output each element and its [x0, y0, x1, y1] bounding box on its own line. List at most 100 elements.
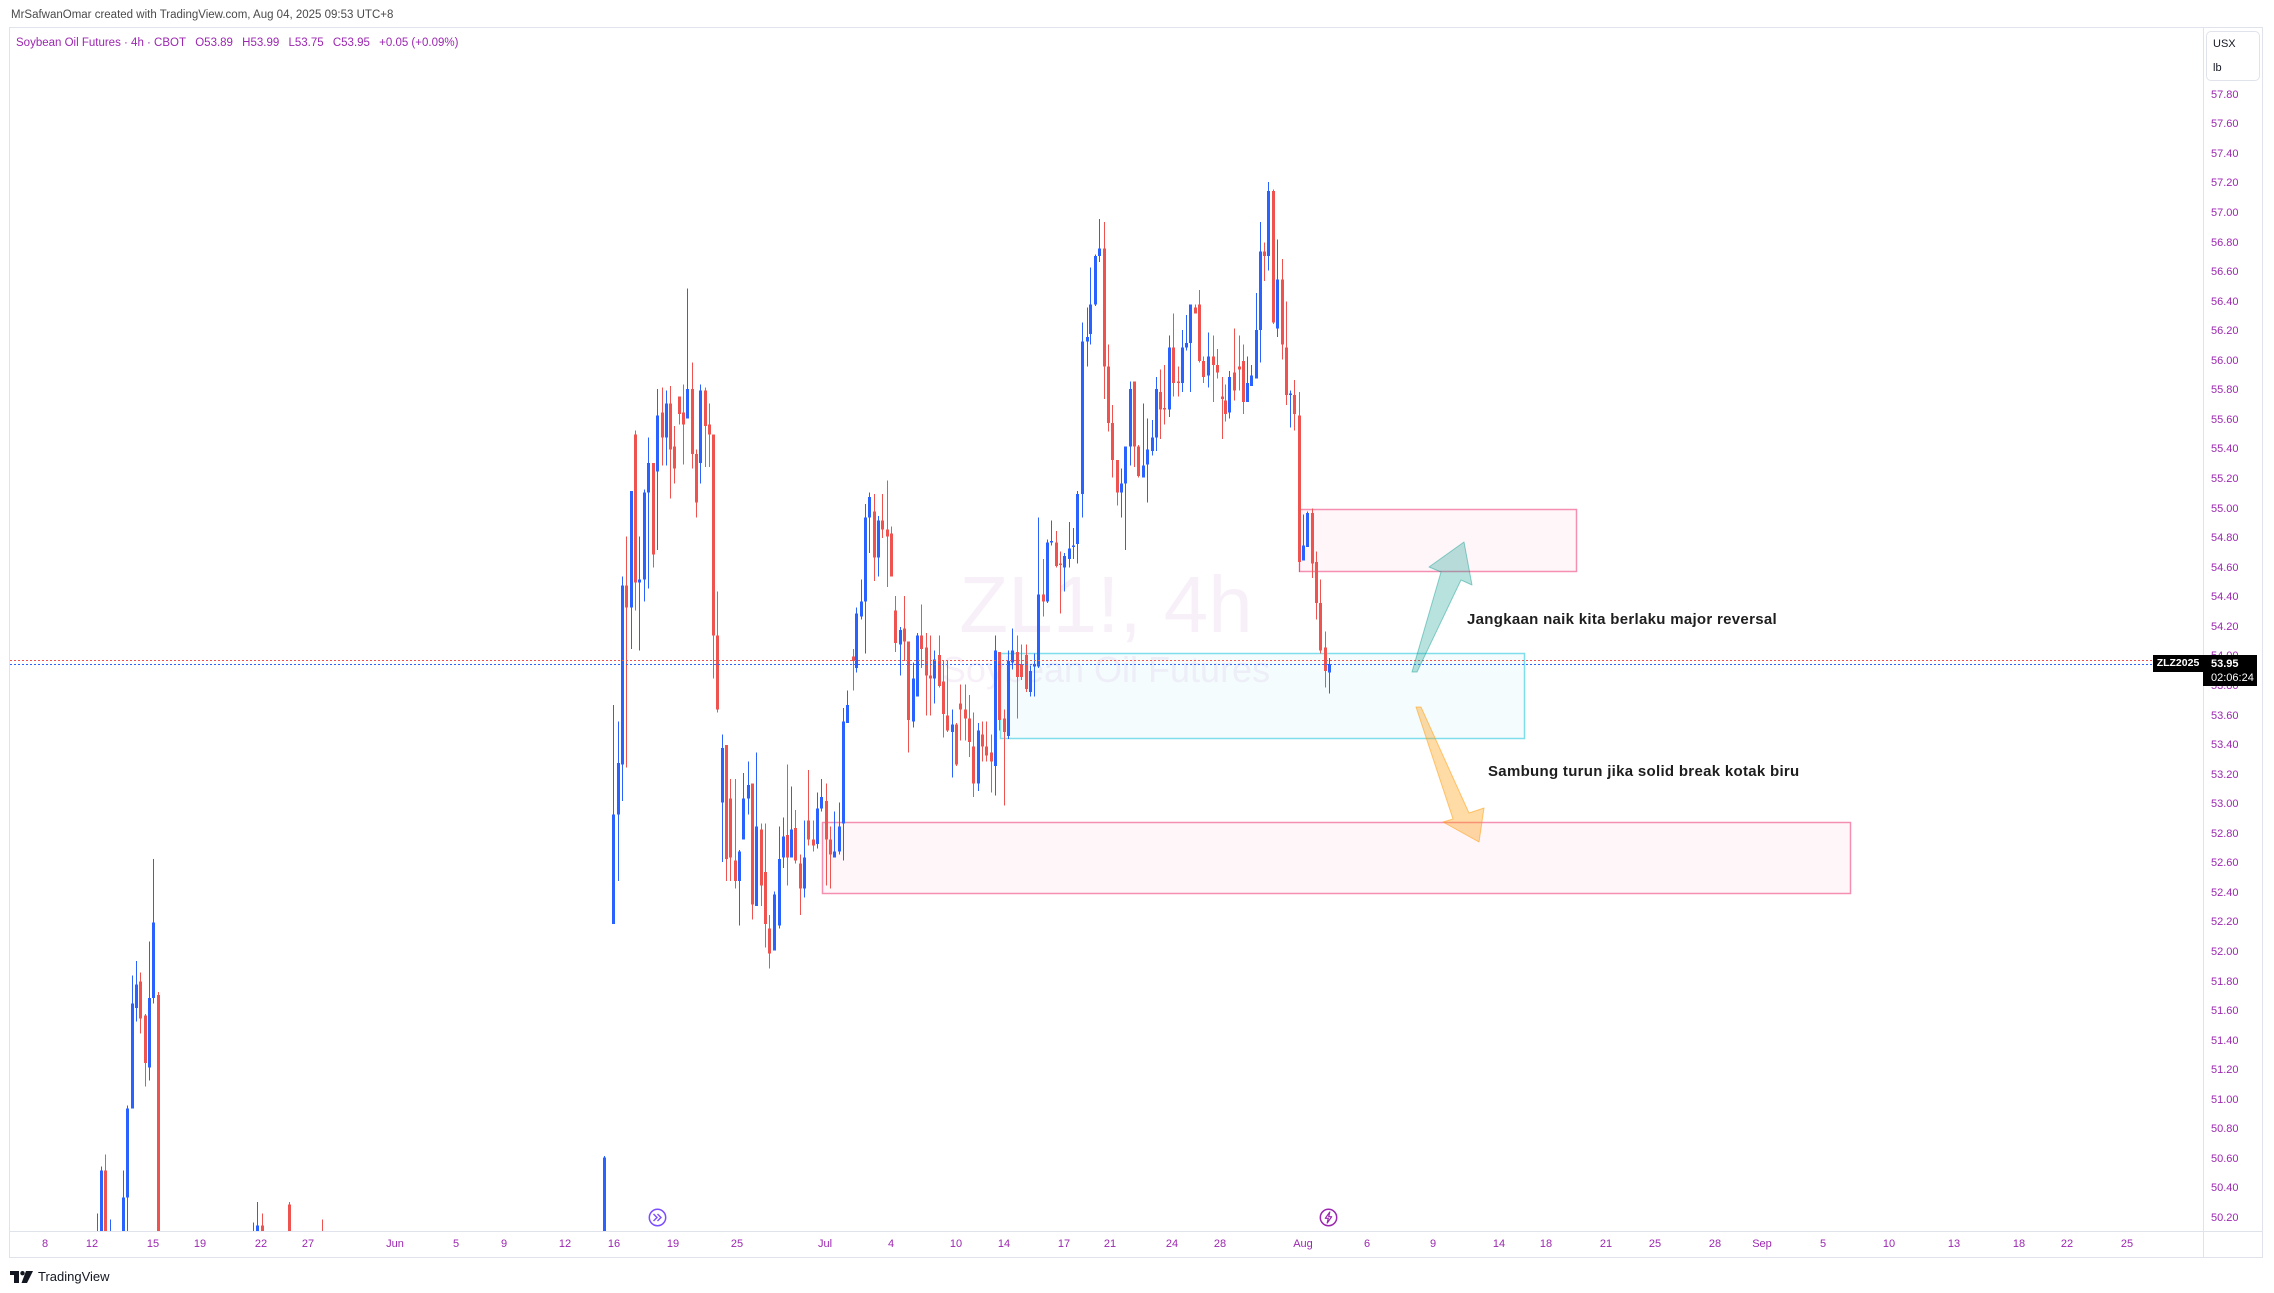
candle [968, 694, 971, 757]
candle [669, 385, 672, 499]
candle [1046, 539, 1049, 604]
candle-body [630, 490, 633, 608]
chart-pane[interactable]: ZL1!, 4h Soybean Oil Futures Soybean Oil… [10, 28, 2203, 1231]
candle [1059, 551, 1062, 614]
candle-body [104, 1170, 107, 1231]
contract-tag: ZLZ2025 [2153, 655, 2203, 672]
low-value: 53.75 [294, 37, 324, 49]
candle [1116, 459, 1119, 506]
candle-body [1020, 663, 1023, 678]
candle-body [855, 613, 858, 669]
candle [1289, 390, 1292, 428]
candle [110, 1219, 111, 1231]
candle-wick [262, 1213, 263, 1231]
candle-wick [853, 649, 854, 691]
candle [1137, 445, 1140, 478]
price-tick-label: 55.40 [2211, 443, 2239, 456]
candles-layer [97, 181, 1331, 1231]
candle-body [1007, 660, 1010, 737]
candle-body [699, 390, 702, 463]
candle-wick [257, 1201, 258, 1231]
candle-body [288, 1204, 291, 1231]
candle [144, 1014, 147, 1087]
candle-body [612, 814, 615, 924]
candle [873, 493, 876, 582]
price-tick-label: 56.00 [2211, 354, 2239, 367]
candle [1159, 369, 1162, 440]
candle-wick [739, 850, 740, 926]
candle [899, 626, 902, 676]
candle [1238, 335, 1241, 391]
candle-body [157, 994, 160, 1231]
candle [1163, 365, 1166, 425]
candle-body [860, 601, 863, 617]
candle-body [721, 748, 724, 803]
upper-pink-zone[interactable] [1298, 508, 1578, 573]
candle [890, 526, 893, 577]
candle [678, 396, 681, 425]
price-tick-label: 51.40 [2211, 1034, 2239, 1047]
candle-body [691, 388, 694, 454]
high-value: 53.99 [250, 37, 280, 49]
candle [1146, 418, 1149, 503]
candle [1124, 446, 1127, 550]
candle [729, 779, 732, 882]
candle [1221, 377, 1224, 440]
price-axis[interactable]: USX lb 57.80 57.60 57.40 57.20 57.00 56.80 56.… [2203, 28, 2262, 1231]
candle-wick [1329, 657, 1330, 694]
candle-body [1146, 449, 1149, 465]
candle [638, 536, 641, 651]
price-tick-label: 55.20 [2211, 473, 2239, 486]
candle-wick [869, 492, 870, 553]
candle [1276, 239, 1279, 338]
candle-body [1315, 561, 1318, 604]
up-arrow-drawing[interactable] [1411, 541, 1473, 673]
candle [768, 915, 771, 969]
candle [1319, 579, 1322, 654]
candle [256, 1201, 259, 1231]
annotation-downside-break[interactable]: Sambung turun jika solid break kotak bir… [1488, 763, 1800, 780]
rollover-event-icon[interactable] [648, 1208, 667, 1227]
candle-wick [1239, 335, 1240, 391]
candle [673, 425, 676, 484]
candle [1263, 242, 1266, 281]
candle [647, 437, 650, 589]
time-tick-label: 10 [949, 1238, 963, 1250]
candle [712, 434, 715, 679]
price-tick-label: 53.60 [2211, 709, 2239, 722]
price-tick-label: 50.60 [2211, 1152, 2239, 1165]
candle [994, 635, 997, 796]
candle [1246, 356, 1249, 403]
candle [686, 288, 689, 419]
annotation-upside-target[interactable]: Jangkaan naik kita berlaku major reversa… [1467, 611, 1777, 628]
candle [842, 708, 845, 861]
candle-body [686, 388, 689, 419]
candle-body [842, 721, 845, 824]
candle [1072, 527, 1075, 559]
candle [1151, 419, 1154, 456]
lower-pink-zone[interactable] [821, 821, 1852, 895]
candle [751, 783, 754, 920]
candle [794, 810, 797, 864]
candle [1306, 511, 1309, 548]
blue-box-zone[interactable] [999, 652, 1526, 740]
time-axis[interactable]: 8 12 15 19 22 27 Jun 5 9 12 16 19 25 Jul 4 10 14 17 21 24 28… [10, 1231, 2203, 1257]
candle [1098, 218, 1101, 262]
time-tick-label: 22 [254, 1238, 268, 1250]
candle-body [751, 783, 754, 905]
time-tick-label: 27 [301, 1238, 315, 1250]
down-arrow-drawing[interactable] [1415, 706, 1485, 843]
candle [253, 1222, 254, 1231]
candle [820, 779, 823, 812]
chart-plot: ZL1!, 4h Soybean Oil Futures [10, 181, 2203, 1231]
candle-body [833, 851, 836, 858]
time-tick-label: 12 [558, 1238, 572, 1250]
candle [621, 576, 624, 802]
candle-body [617, 762, 620, 815]
candle [1172, 313, 1175, 397]
unit-selector[interactable]: USX lb [2206, 31, 2260, 81]
time-tick-label: 19 [666, 1238, 680, 1250]
symbol-legend[interactable]: Soybean Oil Futures · 4h · CBOT O53.89 H… [16, 35, 458, 51]
lightning-event-icon[interactable] [1319, 1208, 1338, 1227]
candle-wick [947, 660, 948, 732]
